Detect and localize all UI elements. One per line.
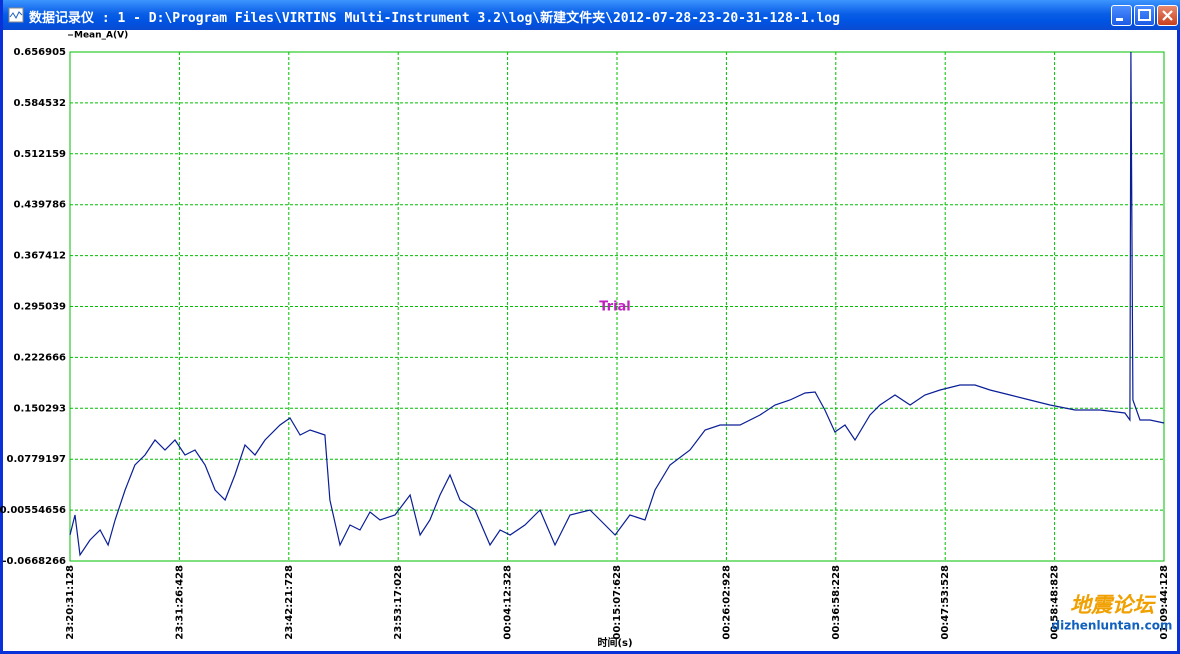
annotation: Trial bbox=[599, 300, 631, 315]
y-tick-label: 0.222666 bbox=[13, 352, 66, 363]
x-tick-label: 23:20:31:128 bbox=[65, 565, 76, 640]
maximize-button[interactable] bbox=[1134, 5, 1155, 26]
line-series bbox=[69, 51, 1165, 557]
x-tick-label: 23:31:26:428 bbox=[174, 565, 185, 640]
app-icon bbox=[8, 7, 24, 23]
y-tick-label: 0.150293 bbox=[13, 403, 66, 414]
close-icon bbox=[1162, 10, 1173, 21]
x-tick-label: 00:26:02:928 bbox=[721, 565, 732, 640]
title-bar: 数据记录仪 : 1 - D:\Program Files\VIRTINS Mul… bbox=[3, 0, 1180, 30]
watermark: 地震论坛 bbox=[1070, 593, 1157, 617]
y-tick-label: 0.656905 bbox=[13, 47, 66, 58]
x-tick-label: 23:42:21:728 bbox=[284, 565, 295, 640]
close-button[interactable] bbox=[1157, 5, 1178, 26]
x-tick-label: 23:53:17:028 bbox=[393, 565, 404, 640]
y-tick-label: -0.0668266 bbox=[2, 556, 66, 567]
x-tick-label: 00:04:12:328 bbox=[503, 565, 514, 640]
y-tick-label: 0.0779197 bbox=[7, 454, 67, 465]
maximize-icon bbox=[1138, 9, 1151, 21]
watermark-url: dizhenluntan.com bbox=[1052, 619, 1173, 633]
x-tick-label: 00:15:07:628 bbox=[612, 565, 623, 640]
x-tick-label: 00:36:58:228 bbox=[831, 565, 842, 640]
minimize-button[interactable] bbox=[1111, 5, 1132, 26]
window-title: 数据记录仪 : 1 - D:\Program Files\VIRTINS Mul… bbox=[29, 11, 840, 26]
y-tick-label: 0.00554656 bbox=[0, 505, 66, 516]
y-tick-label: 0.367412 bbox=[13, 251, 66, 262]
minimize-icon bbox=[1116, 18, 1123, 21]
y-tick-label: 0.584532 bbox=[13, 98, 66, 109]
y-tick-label: 0.295039 bbox=[13, 302, 66, 313]
x-axis-label: 时间(s) bbox=[597, 636, 632, 649]
plot: -0.0668266 0.00554656 0.0779197 0.150293 0.2… bbox=[0, 31, 1170, 640]
y-tick-label: 0.512159 bbox=[13, 149, 66, 160]
legend-label: Mean_A(V) bbox=[74, 31, 128, 41]
x-tick-label: 01:09:44:128 bbox=[1159, 565, 1170, 640]
x-tick-label: 00:47:53:528 bbox=[940, 565, 951, 640]
x-tick-label: 00:58:48:828 bbox=[1050, 565, 1061, 640]
y-tick-label: 0.439786 bbox=[13, 200, 66, 211]
